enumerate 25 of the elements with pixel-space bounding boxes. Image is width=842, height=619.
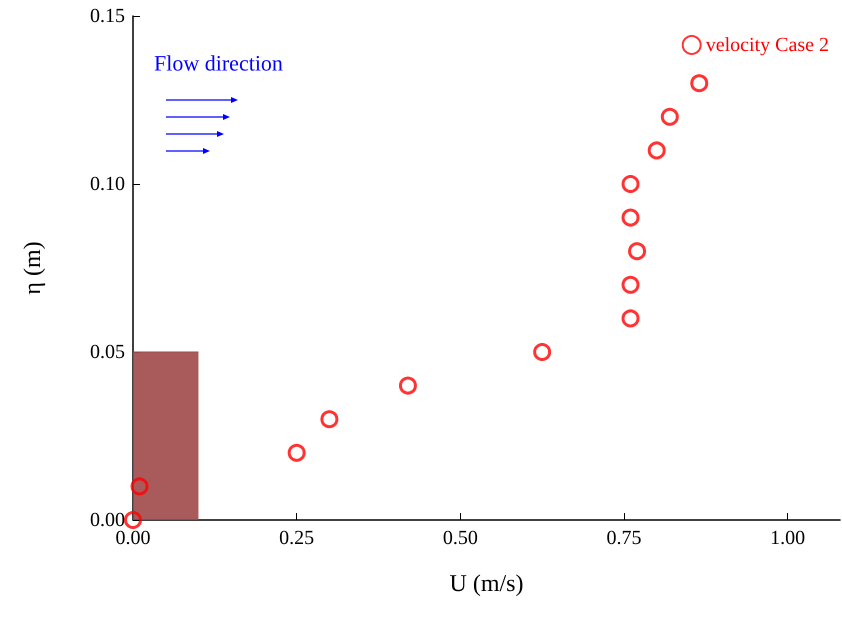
point: [320, 410, 338, 428]
annotation: Flow direction: [154, 50, 283, 76]
point: [628, 242, 646, 260]
point: [398, 376, 417, 395]
point: [622, 276, 640, 294]
y-tick-label: 0.15: [90, 5, 125, 27]
point: [622, 175, 640, 193]
point: [124, 511, 142, 529]
y-tick-label: 0.05: [90, 341, 125, 363]
legend-label: velocity Case 2: [706, 34, 830, 56]
point: [622, 309, 640, 328]
point: [660, 108, 679, 126]
x-tick-label: 0.50: [442, 527, 478, 549]
point: [622, 208, 640, 227]
x-tick-label: 0.25: [279, 527, 314, 549]
point: [288, 444, 306, 462]
point: [533, 343, 552, 361]
point: [648, 141, 666, 160]
x-axis-title: U (m/s): [450, 571, 524, 597]
point: [690, 74, 708, 92]
y-axis-title: η (m): [20, 241, 46, 295]
point: [130, 477, 149, 496]
y-tick-label: 0.10: [90, 173, 125, 195]
x-tick-label: 0.75: [606, 527, 642, 549]
x-tick-label: 1.00: [770, 527, 806, 549]
